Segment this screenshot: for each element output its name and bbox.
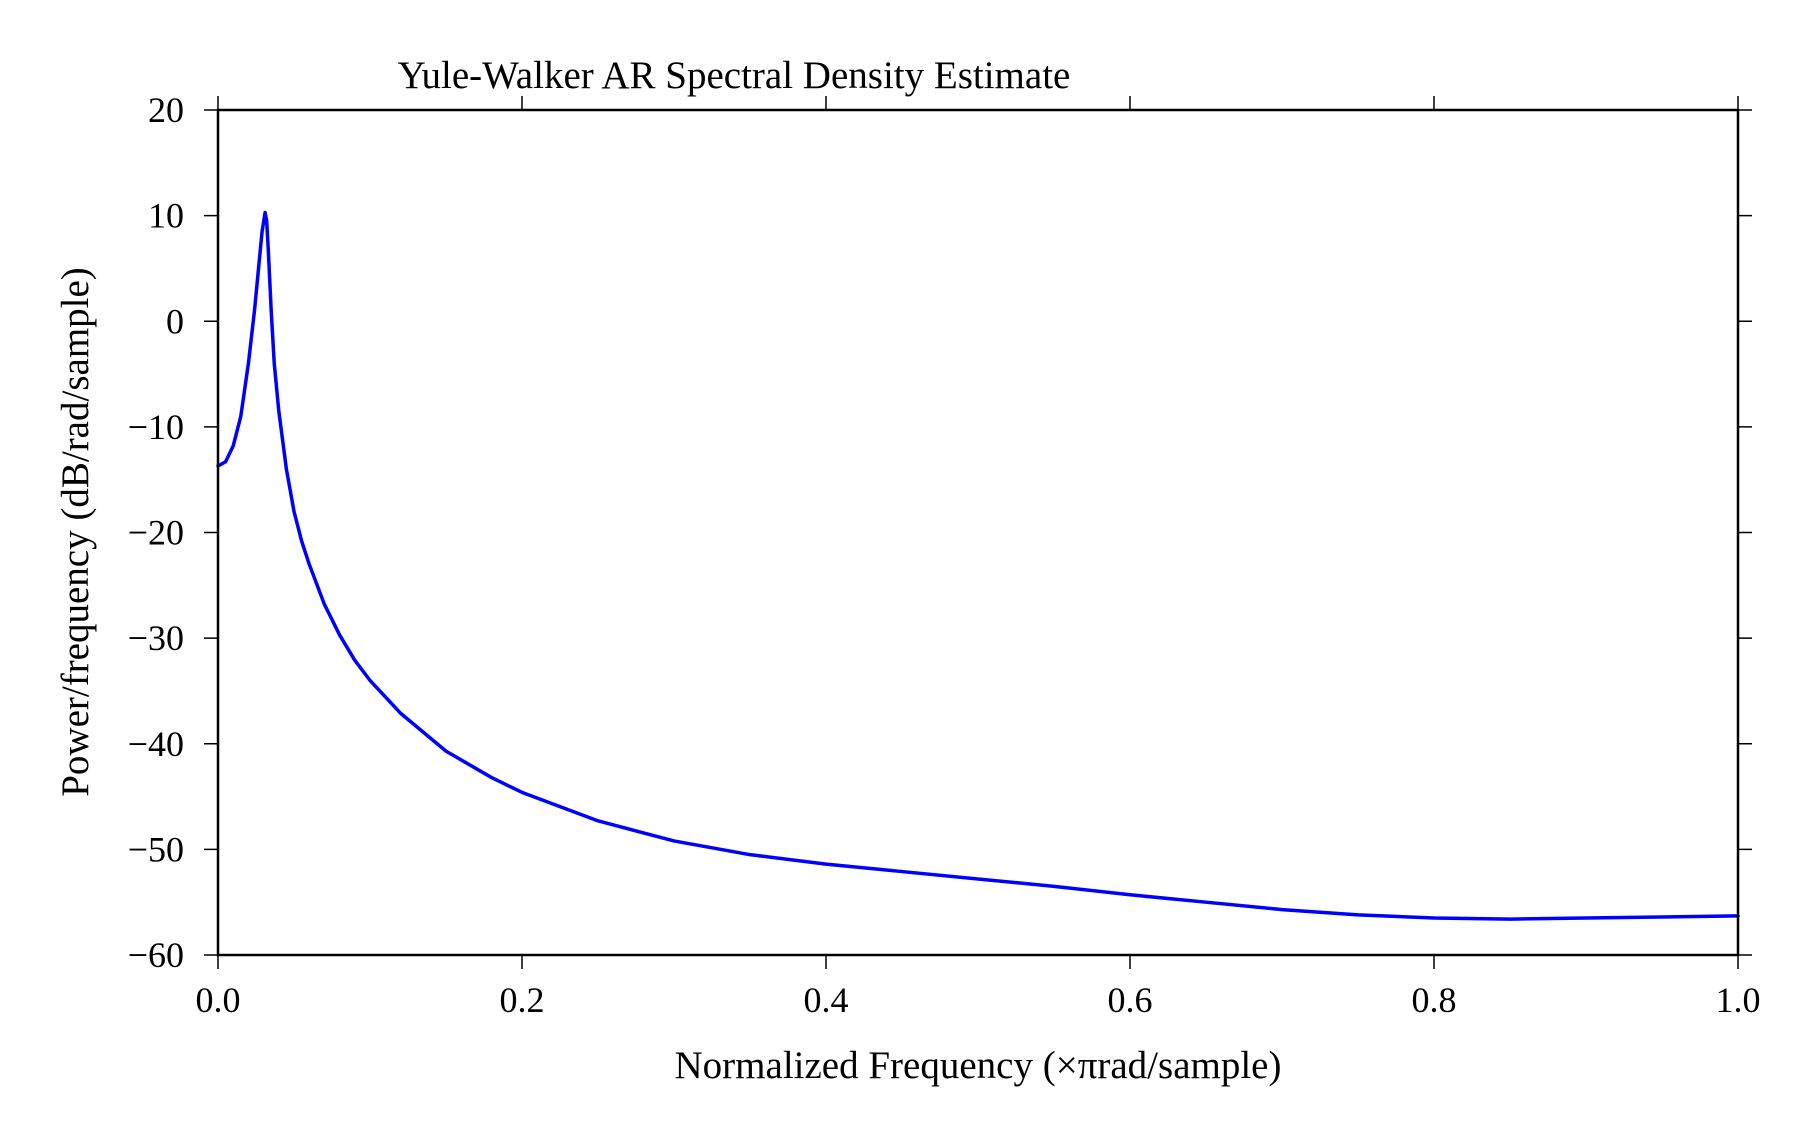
x-tick-label: 0.8: [1412, 980, 1457, 1020]
y-tick-label: 0: [166, 301, 184, 341]
plot-area: [216, 108, 1740, 957]
x-tick-label: 0.4: [804, 980, 849, 1020]
y-tick-label: −20: [128, 513, 184, 553]
series-line: [216, 210, 1740, 921]
y-tick-label: −30: [128, 618, 184, 658]
y-tick-label: 20: [148, 90, 184, 130]
y-tick-label: −60: [128, 935, 184, 975]
x-tick-label: 0.2: [500, 980, 545, 1020]
chart-title: Yule-Walker AR Spectral Density Estimate: [398, 54, 1071, 97]
plot-frame: [216, 108, 1740, 957]
x-tick-label: 1.0: [1716, 980, 1761, 1020]
y-tick-label: 10: [148, 196, 184, 236]
x-tick-label: 0.0: [196, 980, 241, 1020]
y-tick-label: −10: [128, 407, 184, 447]
y-tick-label: −40: [128, 724, 184, 764]
x-axis-label: Normalized Frequency (×πrad/sample): [675, 1044, 1282, 1087]
y-axis-label: Power/frequency (dB/rad/sample): [54, 267, 97, 797]
x-tick-label: 0.6: [1108, 980, 1153, 1020]
y-tick-label: −50: [128, 829, 184, 869]
x-axis: 0.0 0.2 0.4 0.6 0.8 1.0: [196, 96, 1761, 1020]
y-axis: 20 10 0 −10 −20 −30 −40 −50 −60: [128, 90, 1752, 975]
